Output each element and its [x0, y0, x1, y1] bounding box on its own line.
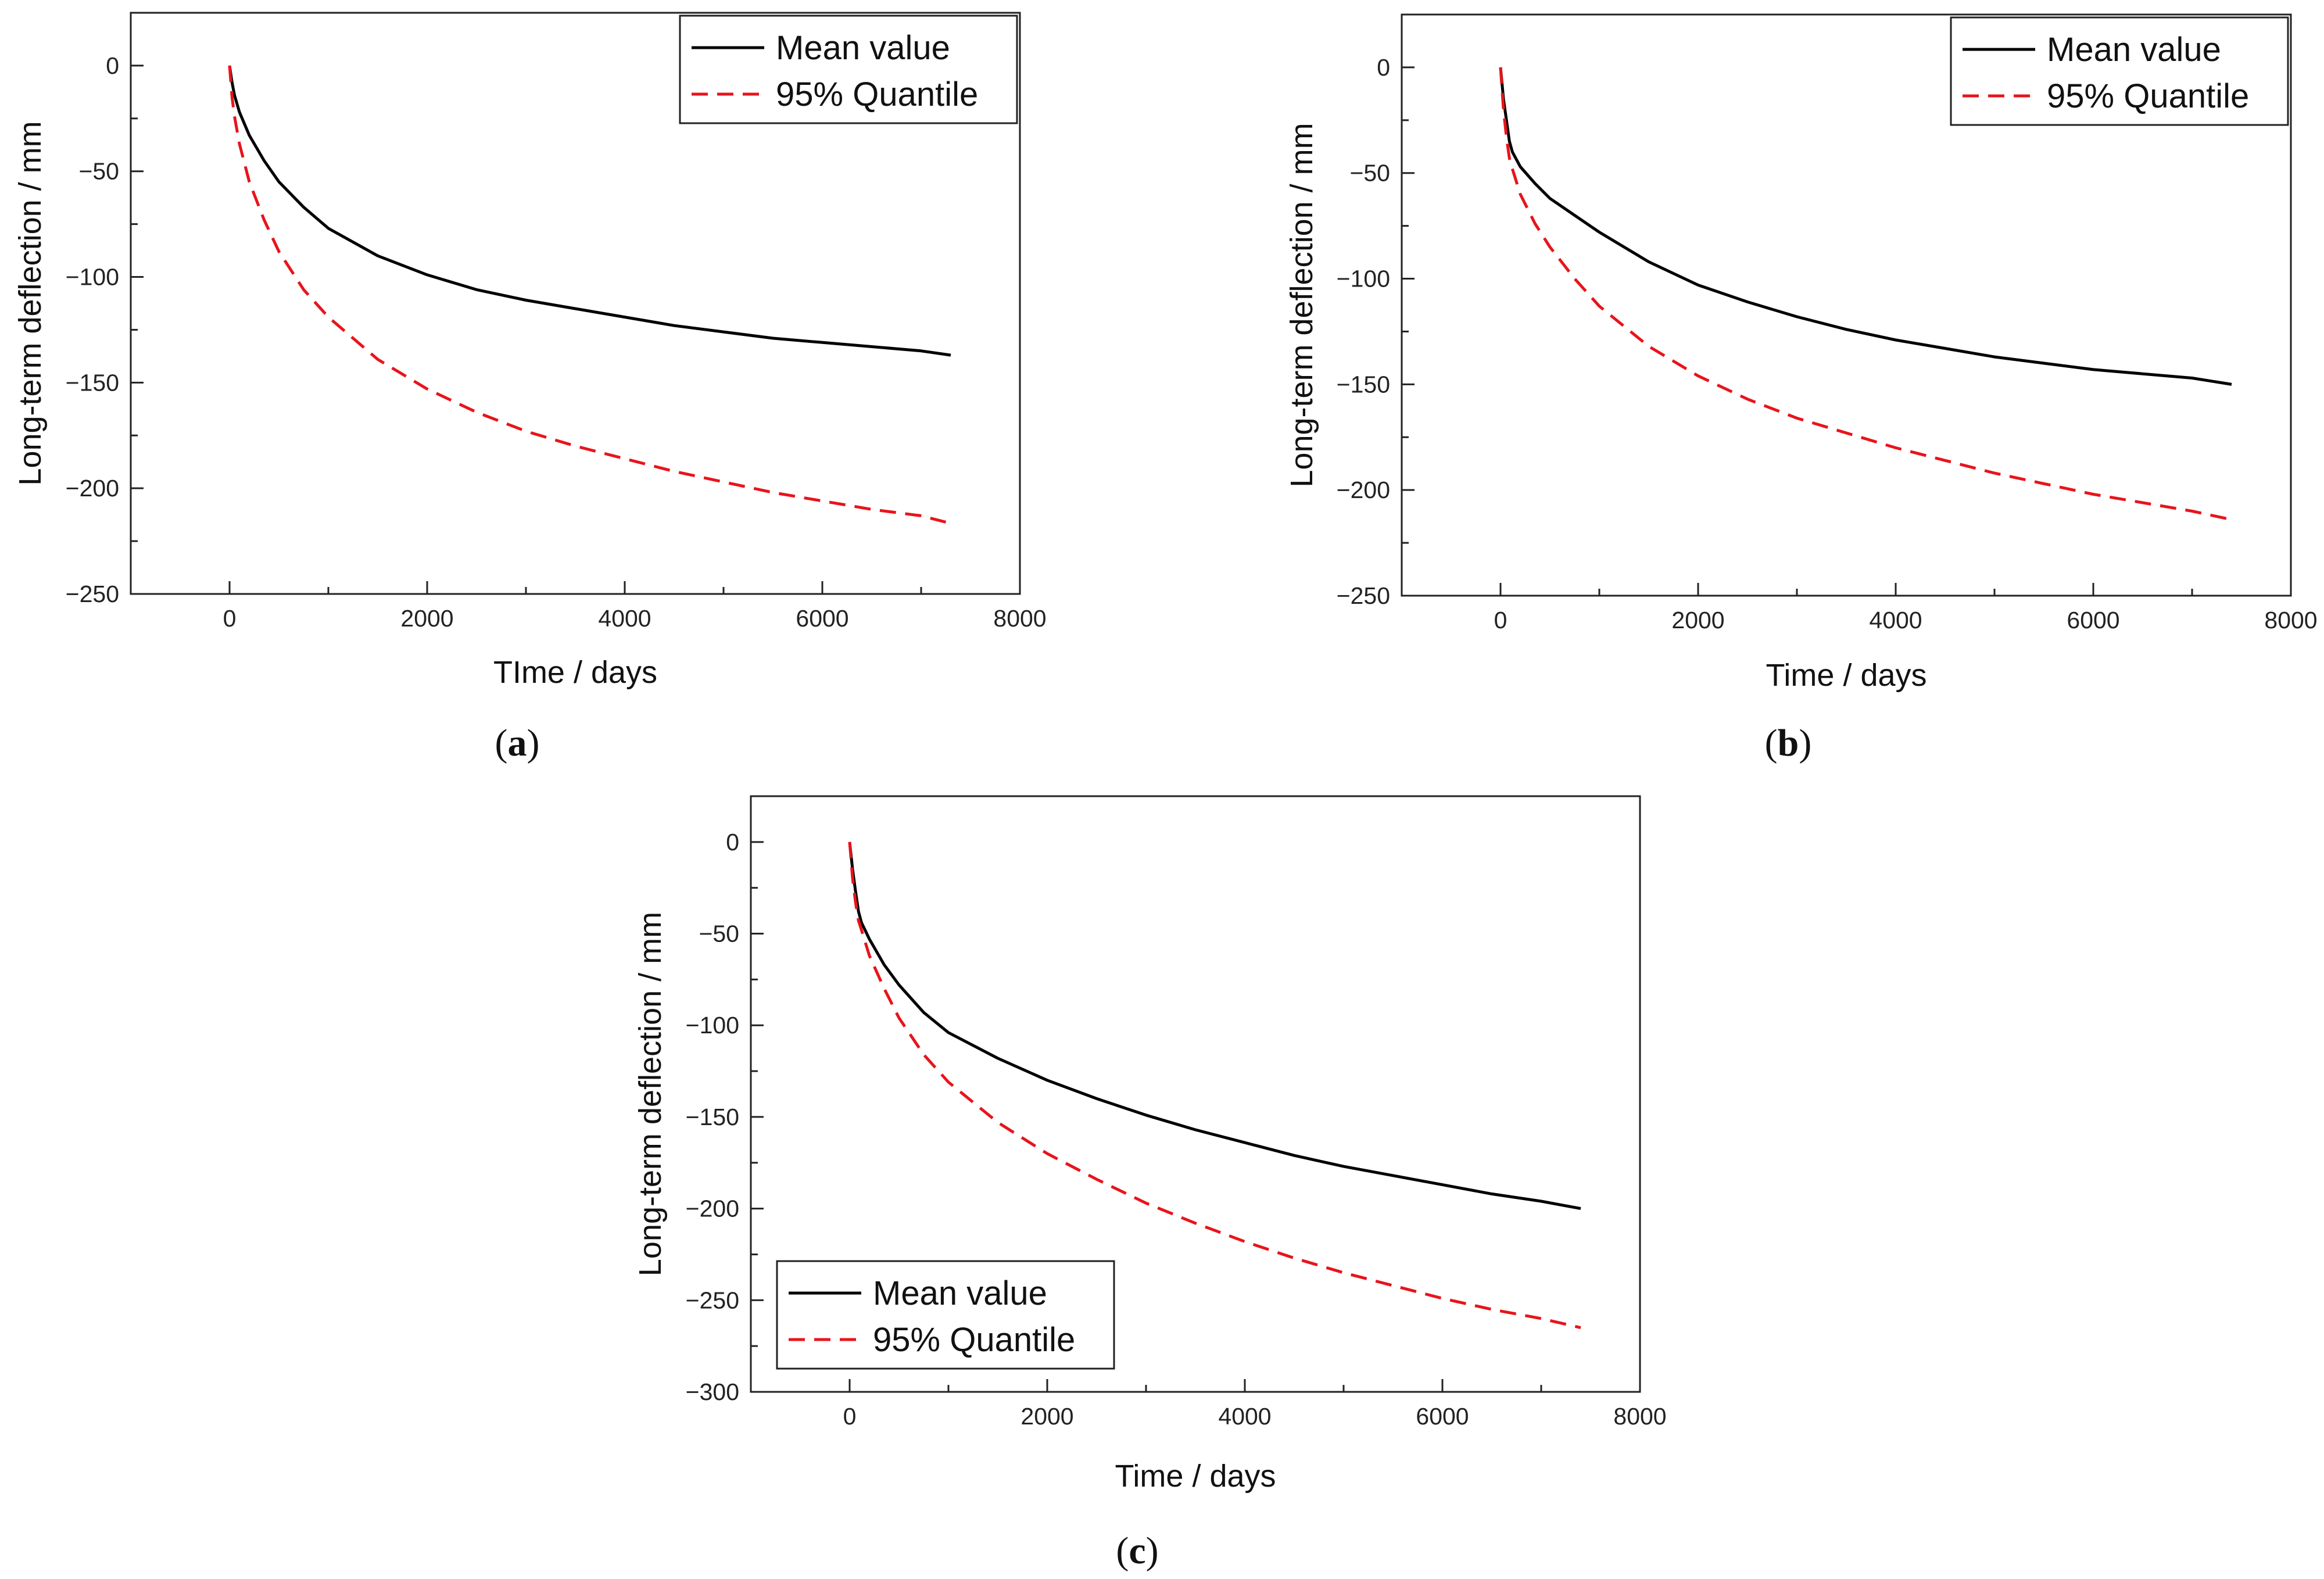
- plot-frame: [750, 795, 1641, 1393]
- x-tick-label: 0: [1494, 607, 1507, 633]
- chart-legend: Mean value 95% Quantile: [679, 15, 1018, 124]
- chart-legend: Mean value 95% Quantile: [776, 1260, 1115, 1370]
- chart-panel-b: 0 −50 −100 −150 −200 −250 0 2000 4000 6000 8000 Tim…: [1284, 13, 2318, 764]
- legend-label: Mean value: [873, 1274, 1047, 1312]
- x-tick-label: 8000: [993, 605, 1046, 632]
- y-tick-label: −50: [78, 158, 119, 185]
- y-tick-label: −250: [686, 1287, 739, 1313]
- legend-box: [679, 15, 1018, 124]
- y-tick-label: −100: [686, 1012, 739, 1039]
- x-tick-label: 8000: [1613, 1403, 1666, 1430]
- x-tick-label: 6000: [2067, 607, 2119, 633]
- quantile-95-series-line: [848, 842, 1581, 1330]
- panel-caption: (c): [1116, 1530, 1158, 1572]
- y-tick-label: −150: [66, 369, 119, 396]
- legend-label: 95% Quantile: [873, 1321, 1075, 1359]
- plot-frame: [130, 12, 1021, 595]
- y-tick-label: −200: [66, 475, 119, 502]
- legend-label: Mean value: [776, 29, 950, 67]
- caption-open-paren: (: [1116, 1530, 1129, 1572]
- y-tick-label: −150: [1337, 371, 1390, 398]
- mean-value-series-line: [848, 842, 1581, 1211]
- y-tick-label: 0: [1377, 54, 1390, 81]
- caption-close-paren: ): [527, 722, 540, 764]
- x-axis-title: Time / days: [1766, 658, 1926, 693]
- x-axis-title: Time / days: [1115, 1459, 1276, 1494]
- x-tick-label: 4000: [1869, 607, 1922, 633]
- legend-box: [776, 1260, 1115, 1370]
- caption-letter: a: [508, 722, 527, 764]
- y-tick-label: −200: [1337, 477, 1390, 503]
- y-axis-title: Long-term deflection / mm: [13, 121, 48, 485]
- panel-caption: (a): [495, 722, 540, 764]
- x-tick-label: 2000: [1671, 607, 1724, 633]
- x-axis-title: TIme / days: [493, 655, 657, 690]
- y-tick-label: −300: [686, 1379, 739, 1405]
- x-tick-label: 2000: [1020, 1403, 1073, 1430]
- y-tick-label: 0: [726, 829, 739, 855]
- plot-frame: [1401, 13, 2292, 597]
- mean-value-series-line: [1499, 67, 2232, 386]
- legend-label: Mean value: [2047, 31, 2221, 69]
- y-tick-label: −100: [66, 264, 119, 291]
- quantile-95-series-line: [1499, 67, 2232, 521]
- x-tick-label: 8000: [2264, 607, 2317, 633]
- x-tick-label: 6000: [796, 605, 848, 632]
- y-tick-label: −250: [66, 581, 119, 607]
- y-axis-title: Long-term deflection / mm: [1284, 123, 1319, 487]
- caption-letter: b: [1778, 722, 1799, 764]
- x-tick-label: 0: [223, 605, 237, 632]
- caption-close-paren: ): [1146, 1530, 1159, 1572]
- charts-container: 0 −50 −100 −150 −200 −250 0 2000 4000 6000 8000 TIm…: [13, 12, 2318, 1572]
- y-tick-label: −50: [699, 921, 739, 947]
- y-tick-label: 0: [106, 52, 119, 79]
- x-tick-label: 4000: [1218, 1403, 1271, 1430]
- y-axis-title: Long-term deflection / mm: [633, 912, 668, 1276]
- panel-caption: (b): [1765, 722, 1812, 764]
- x-tick-label: 4000: [598, 605, 651, 632]
- y-tick-label: −100: [1337, 266, 1390, 292]
- caption-close-paren: ): [1799, 722, 1811, 764]
- chart-legend: Mean value 95% Quantile: [1950, 16, 2289, 126]
- caption-open-paren: (: [495, 722, 508, 764]
- legend-label: 95% Quantile: [776, 76, 978, 113]
- x-tick-label: 2000: [400, 605, 453, 632]
- legend-box: [1950, 16, 2289, 126]
- y-tick-label: −200: [686, 1195, 739, 1222]
- chart-panel-c: 0 −50 −100 −150 −200 −250 −300 0 2000 4000 6000 800…: [633, 795, 1667, 1572]
- chart-panel-a: 0 −50 −100 −150 −200 −250 0 2000 4000 6000 8000 TIm…: [13, 12, 1047, 764]
- y-tick-label: −150: [686, 1104, 739, 1130]
- x-tick-label: 0: [843, 1403, 857, 1430]
- y-tick-label: −250: [1337, 582, 1390, 609]
- mean-value-series-line: [228, 65, 951, 357]
- caption-letter: c: [1129, 1530, 1145, 1572]
- legend-label: 95% Quantile: [2047, 77, 2249, 115]
- y-tick-label: −50: [1349, 160, 1390, 187]
- x-tick-label: 6000: [1416, 1403, 1469, 1430]
- caption-open-paren: (: [1765, 722, 1778, 764]
